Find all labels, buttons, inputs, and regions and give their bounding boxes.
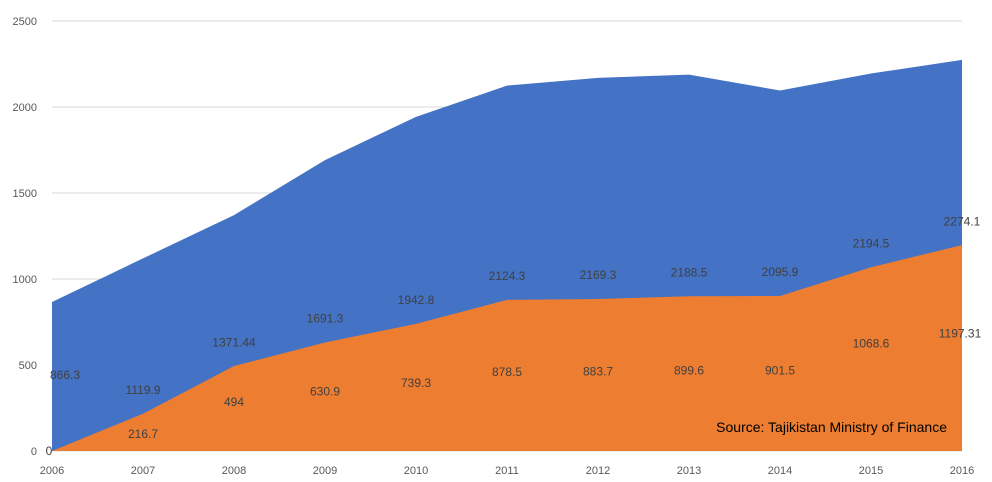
x-tick-label-2006: 2006 (40, 465, 64, 477)
series-2-data-label: 901.5 (765, 363, 795, 377)
x-axis-ticks: 2006 2007 2008 2009 2010 2011 2012 2013 2014 2015… (40, 465, 974, 477)
series-1-data-label: 2274.1 (944, 214, 981, 228)
series-1-data-label: 1942.8 (398, 293, 435, 307)
series-1-data-label: 2169.3 (580, 268, 617, 282)
series-2-data-label: 1068.6 (853, 337, 890, 351)
x-tick-label-2007: 2007 (131, 465, 155, 477)
x-tick-label-2011: 2011 (495, 465, 519, 477)
series-1-data-label: 2188.5 (671, 265, 708, 279)
series-2-data-label: 1197.31 (939, 327, 982, 341)
x-tick-label-2014: 2014 (768, 465, 792, 477)
series-1-data-label: 866.3 (50, 368, 80, 382)
series-1-data-label: 1371.44 (212, 335, 256, 349)
x-tick-label-2008: 2008 (222, 465, 246, 477)
y-tick-label-500: 500 (19, 360, 37, 372)
series-1-data-label: 1119.9 (126, 383, 161, 397)
x-tick-label-2013: 2013 (677, 465, 701, 477)
y-axis-ticks: 0 500 1000 1500 2000 2500 (13, 16, 37, 458)
y-tick-label-0: 0 (31, 446, 37, 458)
series-2-data-label: 216.7 (128, 427, 158, 441)
series-2-data-label: 899.6 (674, 363, 704, 377)
y-tick-label-2000: 2000 (13, 102, 37, 114)
x-tick-label-2009: 2009 (313, 465, 337, 477)
x-tick-label-2016: 2016 (950, 465, 974, 477)
series-2-data-label: 878.5 (492, 365, 522, 379)
y-tick-label-2500: 2500 (13, 16, 37, 28)
x-tick-label-2015: 2015 (859, 465, 883, 477)
y-tick-label-1500: 1500 (13, 188, 37, 200)
y-tick-label-1000: 1000 (13, 274, 37, 286)
source-annotation: Source: Tajikistan Ministry of Finance (716, 419, 947, 435)
series-2-data-label: 739.3 (401, 376, 431, 390)
series-1-data-label: 1691.3 (307, 312, 344, 326)
series-2-data-label: 630.9 (310, 384, 340, 398)
series-1-data-label: 2194.5 (853, 236, 890, 250)
x-tick-label-2012: 2012 (586, 465, 610, 477)
series-2-area (52, 245, 962, 451)
series-2-data-label: 494 (224, 395, 244, 409)
series-1-data-label: 2095.9 (762, 265, 799, 279)
series-2-data-label: 0 (46, 444, 53, 458)
x-tick-label-2010: 2010 (404, 465, 428, 477)
series-areas (52, 59, 962, 452)
series-2-data-label: 883.7 (583, 365, 613, 379)
data-labels: 866.3 1119.9 1371.44 1691.3 1942.8 2124.3 2169… (46, 214, 982, 458)
series-1-data-label: 2124.3 (489, 269, 526, 283)
